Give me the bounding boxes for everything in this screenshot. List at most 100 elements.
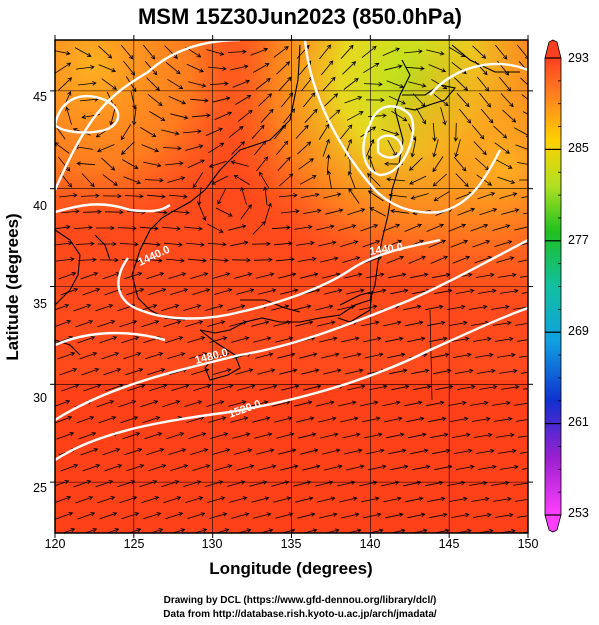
wind-arrow (142, 416, 161, 424)
wind-arrow (188, 432, 207, 439)
wind-arrow (303, 384, 322, 391)
wind-arrow (494, 142, 510, 154)
wind-arrow (231, 336, 250, 343)
wind-arrow (212, 96, 231, 103)
wind-arrow (344, 96, 363, 104)
wind-arrow (384, 64, 403, 71)
wind-arrow (432, 156, 444, 173)
wind-arrow (209, 81, 229, 86)
wind-arrow (59, 367, 78, 376)
wind-arrow (453, 352, 472, 358)
wind-arrow (413, 384, 432, 391)
wind-arrow (479, 208, 498, 216)
wind-arrow (517, 339, 528, 342)
wind-arrow (256, 156, 269, 172)
wind-arrow (324, 464, 343, 471)
wind-arrow (383, 496, 402, 503)
wind-arrow (453, 122, 459, 142)
wind-arrow (233, 174, 250, 185)
wind-arrow (359, 304, 378, 311)
wind-arrow (95, 304, 114, 312)
wind-arrow (236, 464, 255, 471)
wind-arrow (183, 226, 203, 231)
wind-arrow (56, 431, 75, 440)
wind-arrow (253, 336, 272, 343)
wind-arrow (98, 241, 117, 247)
wind-arrow (97, 496, 116, 504)
wind-arrow (279, 173, 294, 187)
wind-arrow (101, 157, 116, 171)
wind-arrow (478, 288, 497, 294)
wind-arrow (476, 272, 495, 278)
wind-arrow (385, 336, 404, 343)
wind-arrow (123, 176, 142, 185)
wind-arrow (293, 480, 312, 487)
wind-arrow (191, 113, 211, 118)
wind-arrow (518, 435, 528, 438)
colorbar-lower-arrow (544, 514, 562, 533)
wind-arrow (76, 416, 95, 424)
wind-arrow (342, 432, 361, 439)
wind-arrow (258, 464, 277, 471)
wind-arrow (451, 512, 470, 518)
wind-arrow (258, 528, 274, 533)
wind-arrow (302, 528, 318, 533)
wind-arrow (99, 336, 118, 344)
wind-arrow (360, 224, 379, 232)
wind-arrow (187, 512, 206, 519)
wind-arrow (472, 416, 491, 422)
wind-arrow (342, 256, 361, 263)
wind-arrow (301, 368, 320, 375)
wind-arrow (360, 126, 377, 138)
wind-arrow (499, 192, 518, 199)
wind-arrow (103, 368, 122, 376)
wind-arrow (96, 400, 115, 408)
wind-arrow (76, 161, 96, 166)
wind-arrow (140, 127, 157, 138)
wind-arrow (130, 91, 137, 110)
wind-arrow (367, 528, 384, 533)
wind-arrow (209, 258, 229, 263)
wind-arrow (391, 384, 410, 391)
wind-arrow (405, 320, 424, 327)
wind-arrow (78, 432, 97, 440)
wind-arrow (363, 81, 383, 87)
colorbar-tick-label: 285 (568, 141, 589, 155)
wind-arrow (458, 108, 472, 124)
x-tick-label: 150 (518, 537, 539, 551)
wind-arrow (429, 336, 448, 343)
wind-arrow (170, 288, 189, 295)
wind-arrow (451, 336, 470, 342)
wind-arrow (471, 124, 485, 140)
wind-arrow (343, 77, 359, 90)
wind-arrow (208, 66, 227, 71)
wind-arrow (473, 141, 487, 156)
wind-arrow (519, 179, 528, 181)
wind-arrow (102, 448, 121, 456)
wind-arrow (258, 171, 269, 189)
wind-arrow (320, 432, 339, 439)
wind-arrow (149, 528, 164, 533)
wind-arrow (165, 336, 184, 344)
wind-arrow (473, 336, 492, 342)
wind-arrow (386, 177, 406, 182)
wind-arrow (470, 400, 489, 406)
wind-arrow (343, 352, 362, 359)
wind-arrow (338, 224, 357, 231)
wind-arrow (227, 49, 247, 54)
wind-arrow (406, 416, 425, 423)
wind-arrow (79, 352, 98, 360)
wind-arrow (254, 432, 273, 439)
wind-arrow (450, 416, 469, 422)
wind-arrow (149, 111, 166, 122)
wind-arrow (457, 384, 476, 390)
wind-arrow (345, 368, 364, 375)
wind-arrow (456, 464, 475, 470)
wind-arrow (60, 463, 79, 472)
wind-arrow (255, 77, 271, 90)
wind-arrow (104, 464, 123, 472)
wind-arrow (474, 432, 493, 438)
wind-arrow (408, 432, 427, 439)
wind-arrow (235, 94, 252, 105)
x-tick-label: 135 (281, 537, 302, 551)
